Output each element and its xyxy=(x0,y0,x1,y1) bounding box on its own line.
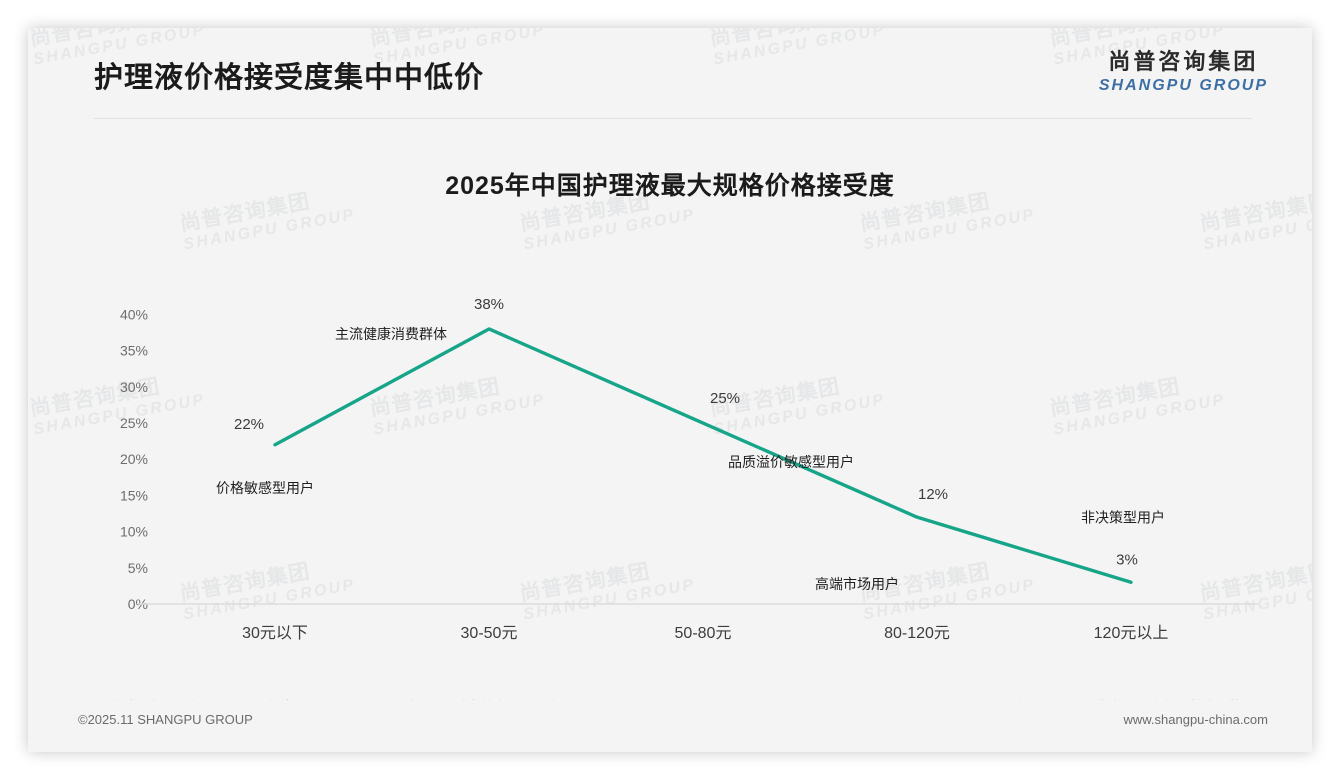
line-chart: 0% 5% 10% 15% 20% 25% 30% 35% 40% 30元以下 30-50元 50-… xyxy=(28,112,1312,672)
data-value-label: 25% xyxy=(710,390,740,407)
y-axis-tick: 15% xyxy=(120,487,148,503)
data-value-label: 3% xyxy=(1116,551,1138,568)
chart-svg: 0% 5% 10% 15% 20% 25% 30% 35% 40% 30元以下 30-50元 50-… xyxy=(120,296,1258,642)
data-value-label: 38% xyxy=(474,296,504,313)
bottom-bar: ©2025.11 SHANGPU GROUP www.shangpu-china… xyxy=(28,700,1312,752)
y-axis-tick: 25% xyxy=(120,415,148,431)
data-series-line xyxy=(273,327,1133,584)
x-axis-tick: 30元以下 xyxy=(242,625,308,642)
x-axis-tick-labels: 30元以下 30-50元 50-80元 80-120元 120元以上 xyxy=(242,624,1168,642)
data-value-labels: 22% 38% 25% 12% 3% xyxy=(234,296,1138,568)
x-axis-tick: 30-50元 xyxy=(461,625,518,642)
y-axis-tick: 40% xyxy=(120,306,148,322)
data-point-annotation: 价格敏感型用户 xyxy=(216,480,314,496)
y-axis-tick: 10% xyxy=(120,524,148,540)
y-axis-tick: 35% xyxy=(120,343,148,359)
y-axis-tick: 5% xyxy=(128,560,148,576)
data-point-annotation: 品质溢价敏感型用户 xyxy=(728,454,854,470)
y-axis-tick: 0% xyxy=(128,596,148,612)
x-axis-tick: 50-80元 xyxy=(675,625,732,642)
data-point-annotation: 主流健康消费群体 xyxy=(335,326,447,342)
data-value-label: 12% xyxy=(918,486,948,503)
brand-logo-en: SHANGPU GROUP xyxy=(1098,76,1268,94)
data-value-label: 22% xyxy=(234,416,264,433)
header-divider xyxy=(94,118,1252,119)
data-point-annotation: 高端市场用户 xyxy=(815,576,899,592)
x-axis-tick: 120元以上 xyxy=(1094,624,1169,642)
brand-logo-cn: 尚普咨询集团 xyxy=(1108,49,1259,74)
page-title: 护理液价格接受度集中中低价 xyxy=(94,62,485,94)
chart-title: 2025年中国护理液最大规格价格接受度 xyxy=(445,172,895,200)
website-link[interactable]: www.shangpu-china.com xyxy=(1123,712,1268,727)
copyright-text: ©2025.11 SHANGPU GROUP xyxy=(78,712,253,727)
data-point-annotation: 非决策型用户 xyxy=(1081,509,1165,525)
slide-header: 护理液价格接受度集中中低价 尚普咨询集团 SHANGPU GROUP xyxy=(28,28,1312,119)
y-axis-tick: 20% xyxy=(120,451,148,467)
y-axis-tick-labels: 0% 5% 10% 15% 20% 25% 30% 35% 40% xyxy=(120,306,148,612)
y-axis-tick: 30% xyxy=(120,379,148,395)
brand-logo: 尚普咨询集团 SHANGPU GROUP xyxy=(1099,48,1268,96)
x-axis-tick: 80-120元 xyxy=(884,625,950,642)
